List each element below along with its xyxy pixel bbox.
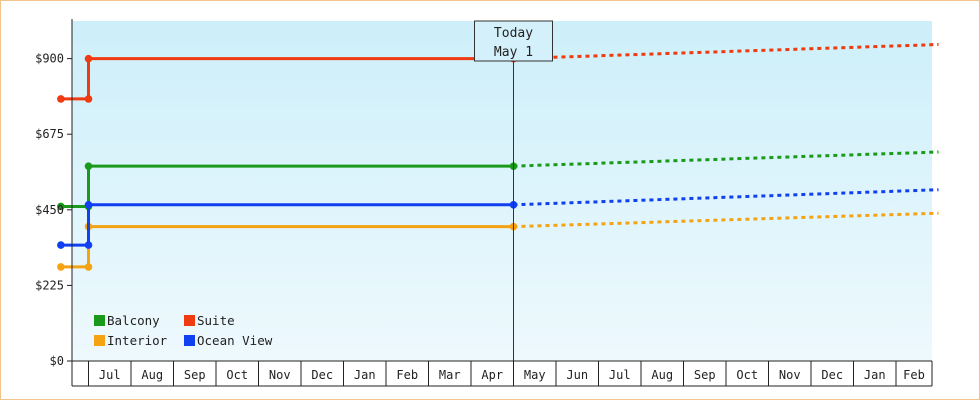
today-marker: Today May 1 — [474, 20, 553, 361]
series-balcony — [57, 150, 939, 211]
x-tick-label: Sep — [694, 368, 716, 382]
ocean-view-forecast-line — [513, 188, 939, 207]
x-tick-label: Sep — [184, 368, 206, 382]
legend-label: Interior — [107, 333, 168, 348]
suite-history-line — [60, 57, 514, 101]
y-tick-label: $450 — [35, 203, 64, 217]
balcony-point — [57, 202, 65, 211]
y-tick-label: $0 — [50, 354, 64, 368]
legend-label: Suite — [197, 313, 235, 328]
suite-point — [57, 95, 65, 103]
today-date: May 1 — [494, 45, 533, 60]
legend-swatch — [94, 315, 105, 326]
ocean-view-point — [84, 241, 93, 249]
x-tick-label: Jan — [354, 368, 376, 382]
legend-label: Ocean View — [197, 333, 273, 348]
legend-label: Balcony — [107, 313, 160, 328]
ocean-view-history-line — [60, 203, 514, 247]
balcony-history-line — [60, 164, 514, 208]
legend-swatch — [94, 335, 105, 346]
y-tick-label: $900 — [35, 52, 64, 66]
x-tick-label: Aug — [141, 368, 163, 382]
x-tick-label: Jan — [864, 368, 886, 382]
legend-item-interior: Interior — [94, 333, 168, 348]
suite-forecast-line — [513, 43, 939, 61]
legend-item-suite: Suite — [184, 313, 235, 328]
y-tick-label: $225 — [35, 278, 64, 292]
x-tick-label: Dec — [311, 368, 333, 382]
legend-swatch — [184, 335, 195, 346]
ocean-view-point — [84, 200, 93, 209]
series-suite — [57, 43, 939, 103]
x-tick-label: May — [524, 368, 546, 382]
x-tick-label: Dec — [821, 368, 843, 382]
x-tick-label: Mar — [439, 368, 461, 382]
today-label-box — [474, 20, 553, 62]
today-label: Today — [494, 26, 533, 41]
x-tick-label: Jul — [609, 368, 631, 382]
interior-forecast-line — [513, 211, 939, 229]
x-tick-label: Feb — [903, 368, 925, 382]
legend-swatch — [184, 315, 195, 326]
plot-area — [72, 21, 932, 361]
interior-point — [57, 263, 65, 271]
suite-point — [84, 54, 93, 63]
series-layer — [57, 43, 939, 271]
x-tick-label: Aug — [651, 368, 673, 382]
interior-point — [84, 263, 93, 271]
x-tick-label: Apr — [481, 368, 503, 382]
axes: $0 $225 $450 $675 $900 Jul Aug Sep Oct Nov Dec Jan F… — [35, 19, 933, 387]
x-tick-label: Jun — [566, 368, 588, 382]
x-tick-label: Oct — [226, 368, 248, 382]
ocean-view-point — [57, 241, 65, 249]
suite-point — [84, 95, 93, 103]
x-tick-label: Jul — [99, 368, 121, 382]
legend: Balcony Suite Interior Ocean View — [94, 313, 273, 348]
y-tick-label: $675 — [35, 127, 64, 141]
legend-item-balcony: Balcony — [94, 313, 160, 328]
x-tick-label: Oct — [736, 368, 758, 382]
balcony-forecast-line — [513, 150, 939, 168]
x-tick-label: Nov — [269, 368, 291, 382]
balcony-point — [84, 162, 93, 170]
x-tick-label: Nov — [779, 368, 801, 382]
legend-item-ocean-view: Ocean View — [184, 333, 273, 348]
x-tick-label: Feb — [396, 368, 418, 382]
